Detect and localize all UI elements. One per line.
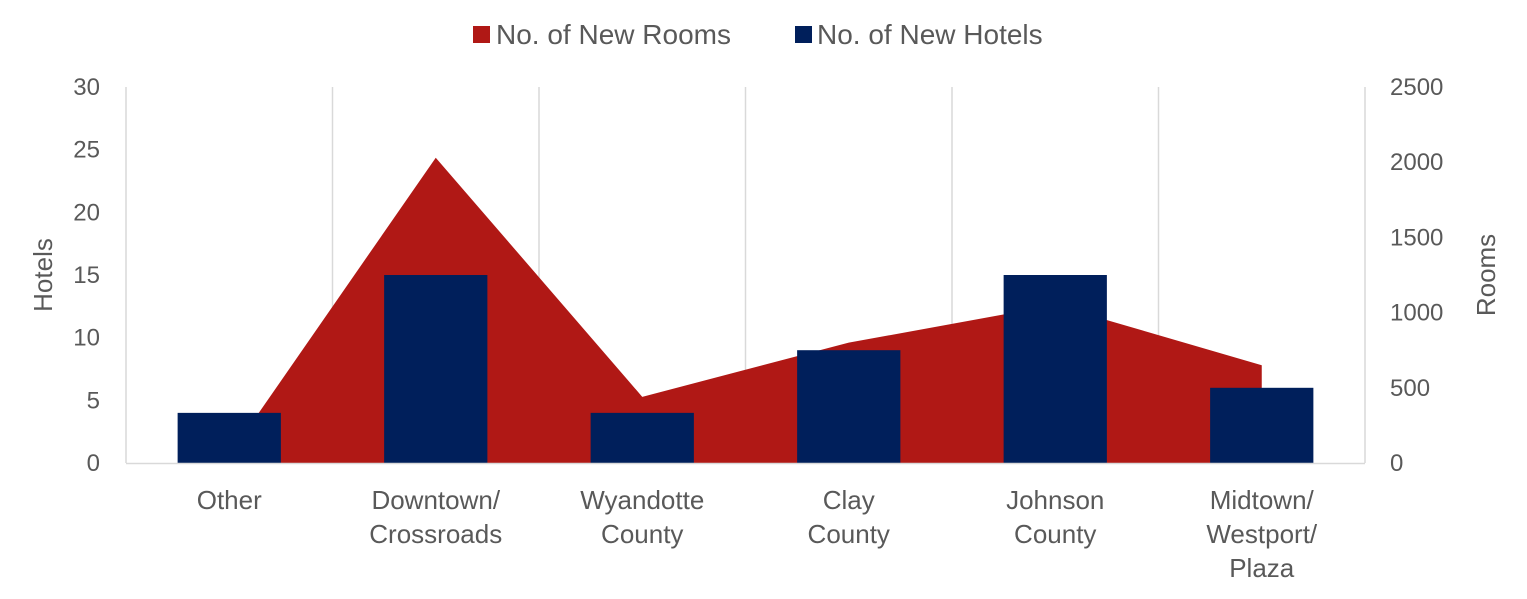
left-tick-label: 20 xyxy=(73,199,100,226)
legend-swatch-rooms xyxy=(473,26,490,43)
hotels-bar xyxy=(797,350,901,463)
legend-label-rooms: No. of New Rooms xyxy=(496,19,731,50)
legend-swatch-hotels xyxy=(795,26,812,43)
category-label: Wyandotte xyxy=(580,485,704,515)
category-label: Johnson xyxy=(1006,485,1104,515)
hotels-bar xyxy=(1003,275,1107,463)
right-tick-label: 2000 xyxy=(1390,149,1443,176)
legend: No. of New Rooms No. of New Hotels xyxy=(473,19,1043,50)
right-tick-label: 1000 xyxy=(1390,300,1443,327)
category-label: Westport/ xyxy=(1206,519,1318,549)
right-tick-label: 0 xyxy=(1390,450,1403,477)
right-tick-label: 2500 xyxy=(1390,74,1443,101)
category-label: Clay xyxy=(823,485,875,515)
category-label: Midtown/ xyxy=(1210,485,1315,515)
category-label: County xyxy=(808,519,890,549)
left-tick-label: 5 xyxy=(87,387,100,414)
category-label: Other xyxy=(197,485,262,515)
left-axis-title: Hotels xyxy=(28,238,58,312)
left-tick-label: 15 xyxy=(73,262,100,289)
hotels-bar xyxy=(590,412,694,463)
left-tick-label: 0 xyxy=(87,450,100,477)
legend-label-hotels: No. of New Hotels xyxy=(817,19,1043,50)
left-axis-ticks: 0 5 10 15 20 25 30 xyxy=(73,74,100,477)
category-label: Crossroads xyxy=(369,519,502,549)
hotels-bar-layer xyxy=(177,275,1314,463)
right-tick-label: 500 xyxy=(1390,375,1430,402)
category-label: Plaza xyxy=(1229,553,1295,583)
left-tick-label: 25 xyxy=(73,137,100,164)
category-label: County xyxy=(601,519,683,549)
hotels-bar xyxy=(177,412,281,463)
hotels-bar xyxy=(1210,387,1314,463)
category-label: County xyxy=(1014,519,1096,549)
left-tick-label: 10 xyxy=(73,325,100,352)
right-axis-ticks: 0 500 1000 1500 2000 2500 xyxy=(1390,74,1443,477)
hotels-bar xyxy=(384,275,488,463)
category-labels: Other Downtown/Crossroads Wyandotte County C… xyxy=(197,485,1318,583)
right-tick-label: 1500 xyxy=(1390,224,1443,251)
category-label: Downtown/ xyxy=(371,485,500,515)
right-axis-title: Rooms xyxy=(1471,234,1501,316)
gridlines xyxy=(125,87,1366,463)
left-tick-label: 30 xyxy=(73,74,100,101)
